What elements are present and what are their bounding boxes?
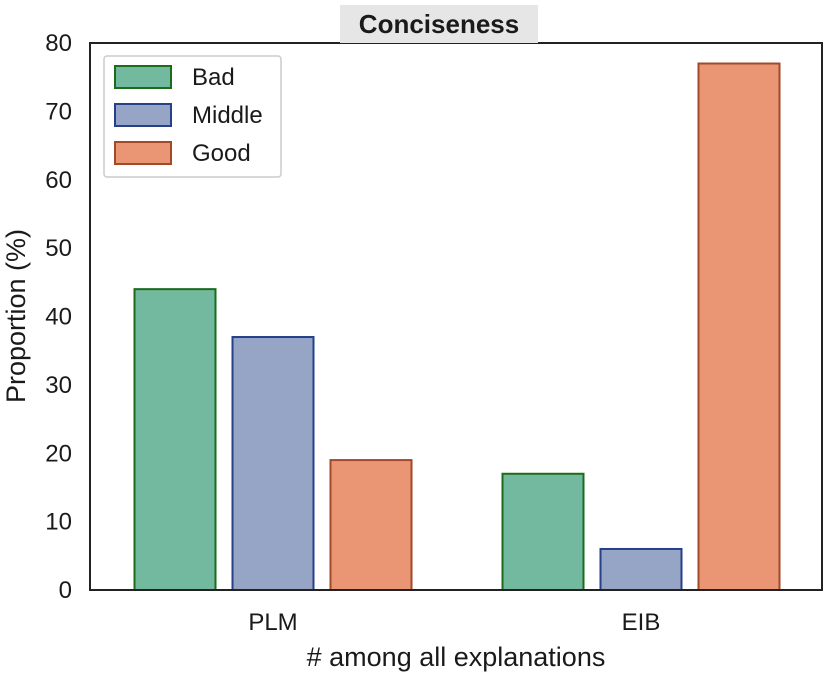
bar-eib-middle: [599, 547, 683, 591]
legend-swatch-middle: [114, 103, 172, 127]
bar-eib-good: [697, 62, 781, 591]
x-tick-label-plm: PLM: [248, 609, 297, 636]
y-tick-label-20: 20: [45, 440, 72, 467]
y-tick-label-0: 0: [59, 577, 72, 604]
y-tick-label-70: 70: [45, 98, 72, 125]
legend: Bad Middle Good: [103, 55, 282, 178]
bar-eib-bad: [501, 472, 585, 592]
x-axis-ticks: PLM EIB: [248, 609, 660, 636]
bar-plm-middle: [231, 336, 315, 592]
bar-plm-bad: [133, 288, 217, 591]
legend-swatch-good: [114, 141, 172, 165]
bar-plm-good: [329, 459, 413, 591]
y-axis-title: Proportion (%): [1, 229, 31, 403]
legend-label-bad: Bad: [192, 64, 235, 91]
legend-entries: Bad Middle Good: [114, 64, 263, 167]
y-tick-label-60: 60: [45, 167, 72, 194]
y-tick-label-40: 40: [45, 304, 72, 331]
y-tick-label-30: 30: [45, 372, 72, 399]
chart-title-background: [340, 5, 538, 43]
y-tick-label-80: 80: [45, 30, 72, 57]
legend-swatch-bad: [114, 65, 172, 89]
x-tick-label-eib: EIB: [622, 609, 661, 636]
y-axis-ticks: 0 10 20 30 40 50 60 70 80: [45, 30, 72, 604]
legend-label-good: Good: [192, 140, 251, 167]
x-axis-title: # among all explanations: [307, 642, 606, 672]
legend-label-middle: Middle: [192, 102, 263, 129]
y-tick-label-10: 10: [45, 509, 72, 536]
y-tick-label-50: 50: [45, 235, 72, 262]
bars-layer: [133, 62, 781, 592]
chart-title: Conciseness: [359, 9, 519, 39]
